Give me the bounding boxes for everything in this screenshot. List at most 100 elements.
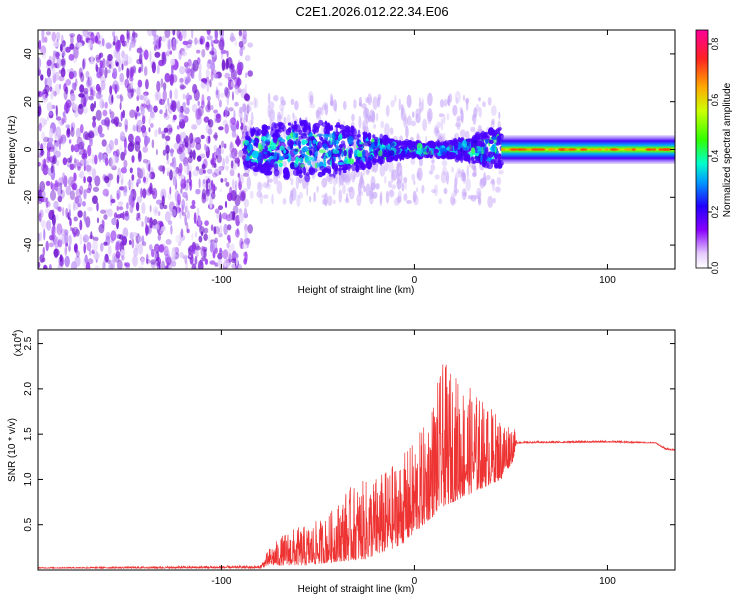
- heat-cell-haze: [462, 172, 466, 182]
- heat-cell-noise: [40, 45, 47, 56]
- heat-cell-noise: [54, 227, 57, 239]
- heat-cell-band: [331, 161, 335, 170]
- heat-cell-noise: [92, 115, 97, 122]
- heat-cell-noise: [39, 254, 45, 263]
- heat-cell-band: [290, 155, 296, 162]
- heat-cell-band: [328, 150, 332, 158]
- heat-cell-noise: [119, 131, 126, 142]
- heat-cell-haze: [389, 189, 394, 196]
- heat-cell-noise: [217, 252, 223, 260]
- heat-cell-band: [314, 162, 318, 169]
- heat-cell-noise: [116, 233, 122, 240]
- heat-cell-noise: [216, 147, 222, 157]
- heat-cell-noise: [171, 100, 177, 113]
- heat-cell-noise: [166, 159, 170, 165]
- heat-cell-noise: [90, 85, 96, 91]
- heat-cell-noise: [73, 216, 78, 222]
- heat-cell-noise: [65, 79, 72, 86]
- heat-cell-band: [349, 148, 353, 154]
- heat-cell-noise: [180, 178, 187, 190]
- heat-cell-noise: [138, 265, 144, 269]
- heat-cell-haze: [280, 96, 284, 105]
- heat-cell-band: [323, 155, 326, 164]
- heat-cell-band: [252, 126, 255, 136]
- heat-cell-noise: [238, 30, 243, 37]
- heat-cell-noise: [213, 226, 217, 235]
- heat-cell-noise: [209, 197, 213, 209]
- heat-cell-noise: [196, 155, 202, 162]
- heat-cell-band: [246, 142, 250, 152]
- heat-cell-noise: [182, 115, 189, 124]
- heat-cell-noise: [79, 150, 83, 155]
- heat-cell-noise: [105, 42, 112, 50]
- heat-cell-band: [379, 133, 384, 142]
- heat-cell-noise: [160, 226, 167, 231]
- heat-cell-noise: [179, 251, 184, 259]
- heat-cell-noise: [49, 86, 53, 92]
- heat-cell-noise: [73, 172, 77, 182]
- heat-cell-noise: [146, 253, 149, 265]
- snr-ylabel: SNR (10 * v/v): [7, 418, 18, 482]
- heat-cell-haze: [316, 185, 319, 193]
- heat-cell-band: [322, 143, 328, 149]
- heat-cell-noise: [85, 261, 91, 269]
- heat-cell-noise: [60, 57, 66, 68]
- heat-cell-noise: [152, 190, 155, 196]
- heat-cell-noise: [66, 126, 70, 135]
- heat-cell-noise: [129, 76, 134, 82]
- heat-cell-noise: [209, 79, 212, 88]
- heat-cell-haze: [243, 187, 248, 193]
- heat-cell-noise: [79, 219, 83, 231]
- heat-cell-noise: [198, 260, 204, 269]
- heat-cell-noise: [197, 100, 200, 107]
- heat-cell-noise: [75, 127, 81, 139]
- heat-cell-noise: [238, 211, 244, 223]
- heat-cell-noise: [158, 211, 161, 217]
- heat-cell-noise: [45, 31, 52, 36]
- heat-cell-noise: [46, 67, 52, 78]
- heat-cell-noise: [151, 139, 155, 149]
- heat-cell-noise: [136, 123, 139, 132]
- heat-cell-haze: [390, 99, 395, 108]
- heat-cell-noise: [61, 50, 66, 57]
- heat-cell-noise: [192, 169, 199, 177]
- heat-cell-haze: [443, 98, 448, 107]
- heat-cell-noise: [241, 37, 248, 45]
- heat-cell-noise: [221, 212, 228, 220]
- heat-cell-noise: [136, 58, 143, 65]
- heat-cell-noise: [172, 170, 178, 179]
- heat-cell-band: [335, 145, 339, 150]
- heat-cell-noise: [218, 99, 222, 108]
- heat-cell-noise: [43, 264, 48, 269]
- heat-cell-band: [481, 142, 486, 148]
- heat-cell-haze: [375, 183, 380, 190]
- heat-cell-band: [385, 144, 391, 149]
- heat-cell-band: [355, 159, 358, 167]
- heat-cell-band: [304, 126, 312, 135]
- heat-carrier-peak: [510, 148, 518, 151]
- snr-series-line: [38, 364, 675, 570]
- heat-cell-noise: [228, 107, 234, 112]
- heat-cell-band: [290, 125, 293, 131]
- heat-cell-noise: [199, 225, 205, 235]
- heat-cell-noise: [187, 39, 193, 45]
- heat-cell-noise: [221, 140, 225, 148]
- colorbar-tick-label: 0.8: [710, 38, 720, 51]
- heat-cell-noise: [104, 253, 109, 263]
- heat-cell-noise: [44, 84, 50, 94]
- heat-cell-band: [338, 166, 342, 176]
- heat-cell-noise: [171, 74, 178, 83]
- heat-cell-noise: [225, 181, 230, 187]
- heat-cell-haze: [440, 171, 447, 184]
- heat-cell-band: [485, 147, 489, 156]
- heat-cell-band: [260, 136, 267, 141]
- heat-cell-noise: [219, 92, 226, 98]
- heat-cell-noise: [137, 150, 142, 163]
- heat-cell-noise: [94, 154, 98, 165]
- heat-cell-noise: [229, 211, 232, 222]
- heat-cell-noise: [180, 85, 187, 90]
- heat-cell-haze: [396, 162, 402, 168]
- heat-cell-noise: [201, 94, 205, 105]
- heat-cell-noise: [99, 133, 105, 138]
- heat-cell-noise: [161, 51, 167, 58]
